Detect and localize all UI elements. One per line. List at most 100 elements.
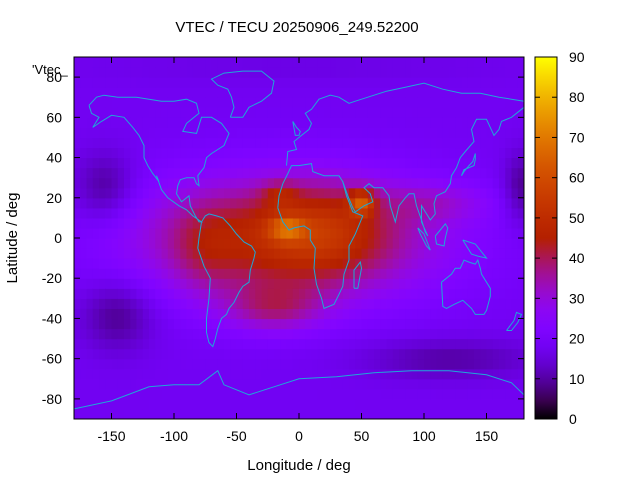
heatmap-cell (149, 258, 156, 269)
heatmap-cell (236, 348, 244, 360)
heatmap-cell (217, 87, 225, 98)
heatmap-cell (442, 137, 450, 149)
heatmap-cell (330, 117, 338, 128)
heatmap-cell (392, 67, 400, 78)
heatmap-cell (361, 87, 369, 98)
heatmap-cell (74, 398, 81, 410)
heatmap-cell (186, 378, 194, 390)
heatmap-cell (80, 238, 88, 249)
heatmap-cell (392, 167, 400, 179)
heatmap-cell (111, 207, 119, 219)
heatmap-cell (442, 117, 450, 128)
heatmap-cell (242, 77, 250, 88)
heatmap-cell (342, 137, 350, 149)
heatmap-cell (336, 157, 344, 169)
heatmap-cell (217, 67, 225, 78)
heatmap-cell (324, 248, 331, 259)
heatmap-cell (511, 97, 519, 108)
heatmap-cell (467, 238, 475, 249)
heatmap-cell (392, 388, 400, 400)
heatmap-cell (155, 157, 163, 169)
heatmap-cell (424, 217, 431, 229)
heatmap-cell (349, 177, 356, 189)
heatmap-cell (99, 328, 106, 340)
heatmap-cell (149, 197, 156, 209)
heatmap-cell (286, 368, 294, 380)
heatmap-cell (261, 298, 269, 309)
heatmap-cell (192, 117, 200, 128)
heatmap-cell (111, 288, 119, 299)
heatmap-cell (361, 77, 369, 88)
heatmap-cell (111, 298, 119, 309)
heatmap-cell (324, 338, 331, 350)
heatmap-cell (149, 107, 156, 118)
heatmap-cell (317, 217, 325, 229)
heatmap-cell (205, 378, 213, 390)
heatmap-cell (274, 187, 281, 199)
heatmap-cell (111, 97, 119, 108)
heatmap-cell (299, 328, 306, 340)
heatmap-cell (342, 97, 350, 108)
heatmap-cell (474, 358, 481, 370)
heatmap-cell (180, 258, 188, 269)
heatmap-cell (461, 308, 469, 320)
heatmap-cell (249, 117, 256, 128)
heatmap-cell (249, 187, 256, 199)
heatmap-cell (174, 57, 181, 68)
heatmap-cell (167, 137, 175, 149)
heatmap-cell (486, 87, 494, 98)
heatmap-cell (149, 137, 156, 149)
heatmap-cell (430, 187, 438, 199)
heatmap-cell (355, 217, 363, 229)
heatmap-cell (380, 258, 388, 269)
heatmap-cell (305, 328, 313, 340)
heatmap-cell (467, 227, 475, 239)
heatmap-cell (349, 87, 356, 98)
heatmap-cell (111, 157, 119, 169)
heatmap-cell (330, 278, 338, 289)
heatmap-cell (236, 77, 244, 88)
heatmap-cell (417, 368, 425, 380)
heatmap-cell (74, 227, 81, 239)
heatmap-cell (492, 107, 500, 118)
heatmap-cell (155, 238, 163, 249)
heatmap-cell (317, 298, 325, 309)
heatmap-cell (342, 308, 350, 320)
heatmap-cell (180, 388, 188, 400)
heatmap-cell (161, 117, 169, 128)
heatmap-cell (430, 398, 438, 410)
heatmap-cell (330, 87, 338, 98)
heatmap-cell (499, 167, 506, 179)
heatmap-cell (299, 378, 306, 390)
heatmap-cell (511, 187, 519, 199)
heatmap-cell (80, 157, 88, 169)
heatmap-cell (261, 157, 269, 169)
heatmap-cell (336, 217, 344, 229)
heatmap-cell (124, 408, 131, 419)
heatmap-cell (467, 268, 475, 279)
heatmap-cell (105, 388, 113, 400)
heatmap-cell (324, 258, 331, 269)
heatmap-cell (474, 278, 481, 289)
heatmap-cell (330, 298, 338, 309)
heatmap-cell (267, 368, 275, 380)
heatmap-cell (86, 408, 94, 419)
heatmap-cell (155, 117, 163, 128)
heatmap-cell (374, 318, 381, 330)
heatmap-cell (367, 368, 375, 380)
heatmap-cell (274, 197, 281, 209)
heatmap-cell (92, 97, 100, 108)
heatmap-cell (467, 147, 475, 159)
heatmap-cell (305, 97, 313, 108)
heatmap-cell (80, 308, 88, 320)
heatmap-cell (436, 278, 444, 289)
heatmap-cell (455, 338, 463, 350)
heatmap-cell (386, 207, 394, 219)
heatmap-cell (361, 378, 369, 390)
heatmap-cell (124, 328, 131, 340)
heatmap-cell (280, 388, 288, 400)
heatmap-cell (255, 77, 263, 88)
heatmap-cell (386, 227, 394, 239)
heatmap-cell (155, 197, 163, 209)
heatmap-cell (505, 197, 513, 209)
